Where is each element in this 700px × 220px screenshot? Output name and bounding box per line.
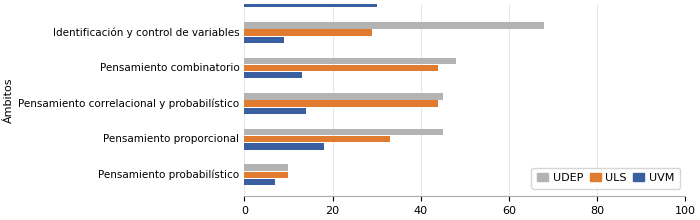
Bar: [244, 37, 284, 43]
Bar: [244, 22, 544, 29]
Bar: [244, 1, 377, 7]
Bar: [244, 108, 306, 114]
Bar: [244, 29, 372, 36]
Bar: [244, 143, 323, 150]
Bar: [244, 58, 456, 64]
Bar: [244, 93, 443, 100]
Bar: [244, 179, 275, 185]
Bar: [244, 101, 438, 107]
Bar: [244, 136, 390, 142]
Y-axis label: Ámbitos: Ámbitos: [4, 77, 14, 123]
Bar: [244, 165, 288, 171]
Bar: [244, 72, 302, 79]
Legend: UDEP, ULS, UVM: UDEP, ULS, UVM: [531, 167, 680, 189]
Bar: [244, 65, 438, 71]
Bar: [244, 172, 288, 178]
Bar: [244, 129, 443, 135]
